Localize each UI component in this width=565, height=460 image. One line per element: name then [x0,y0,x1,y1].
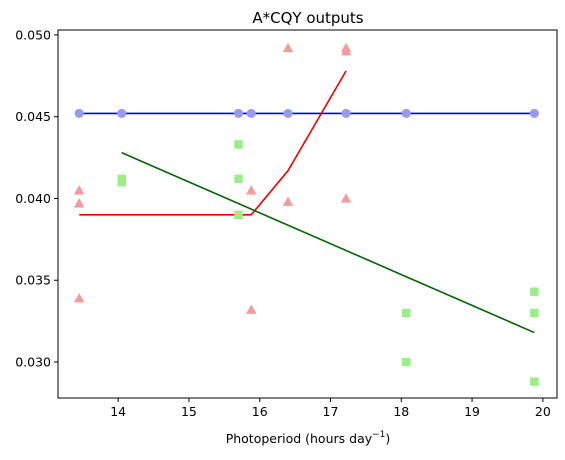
x-tick-label: 14 [110,404,126,419]
data-point-square [402,357,411,367]
fit-lines [79,70,535,334]
y-axis-ticks: 0.030 0.035 0.040 0.045 0.050 [15,27,58,370]
x-axis-label: Photoperiod (hours day−1) [226,430,391,446]
data-point-triangle [282,196,294,206]
y-tick-label: 0.050 [15,27,51,42]
plot-frame [57,29,558,399]
data-point-circle [117,108,127,119]
data-point-triangle [246,304,257,314]
x-axis-ticks: 14 15 16 17 18 19 20 [110,398,551,419]
data-point-circle [283,108,293,119]
x-axis-label-main: Photoperiod (hours day [226,431,373,446]
data-point-square [530,287,539,296]
y-tick-label: 0.030 [15,355,51,370]
x-tick-label: 17 [323,404,339,419]
data-point-square [117,177,126,187]
fit-line [79,70,347,216]
data-point-square [530,377,539,386]
data-point-square [530,308,539,318]
x-axis-label-superscript: −1 [372,430,385,440]
data-point-circle [529,108,539,119]
data-point-circle [246,108,256,119]
data-point-square [234,210,243,220]
data-point-triangle [74,185,85,195]
data-point-triangle [340,193,352,203]
y-tick-label: 0.035 [15,273,51,288]
data-point-triangle [282,42,294,53]
chart-title: A*CQY outputs [252,9,363,27]
data-point-triangle [74,293,85,303]
x-tick-label: 20 [535,404,551,419]
x-tick-label: 18 [393,404,409,419]
data-markers [74,42,539,386]
x-tick-label: 19 [464,404,480,419]
data-point-circle [341,108,351,119]
fit-line [121,151,535,334]
data-point-triangle [246,185,257,195]
data-point-square [234,140,243,149]
data-point-circle [401,108,411,119]
y-tick-label: 0.040 [15,191,51,206]
data-point-triangle [74,198,85,208]
x-axis-label-end: ) [385,431,390,446]
data-point-square [402,308,411,318]
data-point-square [234,174,243,184]
data-point-triangle [340,46,352,56]
data-point-circle [233,108,244,119]
x-tick-label: 16 [252,404,268,419]
y-tick-label: 0.045 [15,109,51,124]
x-tick-label: 15 [181,404,197,419]
data-point-circle [74,108,84,119]
